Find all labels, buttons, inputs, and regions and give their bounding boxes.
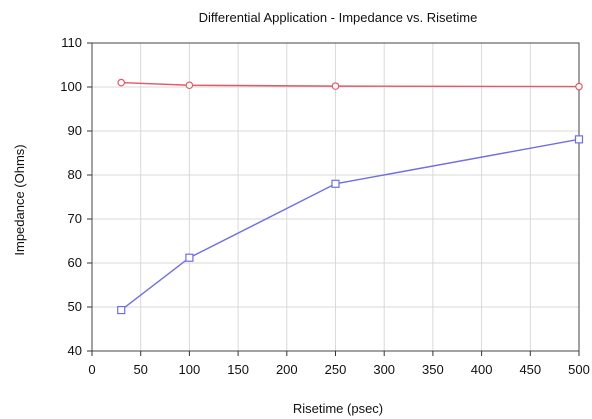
- x-tick-label: 350: [422, 362, 444, 377]
- y-tick-label: 80: [68, 167, 82, 182]
- x-tick-label: 500: [568, 362, 590, 377]
- y-tick-label: 60: [68, 255, 82, 270]
- x-tick-label: 50: [133, 362, 147, 377]
- x-tick-label: 250: [325, 362, 347, 377]
- x-tick-label: 200: [276, 362, 298, 377]
- y-tick-label: 70: [68, 211, 82, 226]
- y-tick-label: 110: [61, 35, 82, 50]
- series-line-2: [120, 138, 580, 311]
- x-tick-label: 0: [88, 362, 95, 377]
- data-point-series-1-1: [117, 78, 126, 87]
- plot-area: 0 50 100 150 200 250 300 350 400 450 500 40 50 60 70 80…: [60, 35, 590, 377]
- data-point-series-2-3: [331, 179, 340, 188]
- data-point-series-1-3: [331, 82, 340, 90]
- y-axis-label: Impedance (Ohms): [12, 144, 27, 255]
- y-tick-label: 40: [68, 343, 82, 358]
- x-tick-label: 400: [471, 362, 493, 377]
- x-tick-label: 450: [519, 362, 541, 377]
- data-point-series-1-4: [575, 82, 583, 91]
- x-tick-label: 150: [227, 362, 249, 377]
- y-tick-label: 100: [60, 79, 82, 94]
- chart-title: Differential Application - Impedance vs.…: [199, 10, 478, 25]
- data-point-series-2-4: [574, 135, 584, 144]
- data-point-series-2-1: [117, 305, 126, 315]
- data-point-series-1-2: [185, 81, 194, 90]
- x-tick-label: 100: [179, 362, 201, 377]
- data-point-series-2-2: [185, 253, 194, 262]
- x-tick-label: 300: [373, 362, 395, 377]
- series-line-1: [121, 81, 580, 88]
- x-axis-label: Risetime (psec): [293, 401, 383, 416]
- y-tick-label: 90: [68, 123, 82, 138]
- y-tick-label: 50: [68, 299, 82, 314]
